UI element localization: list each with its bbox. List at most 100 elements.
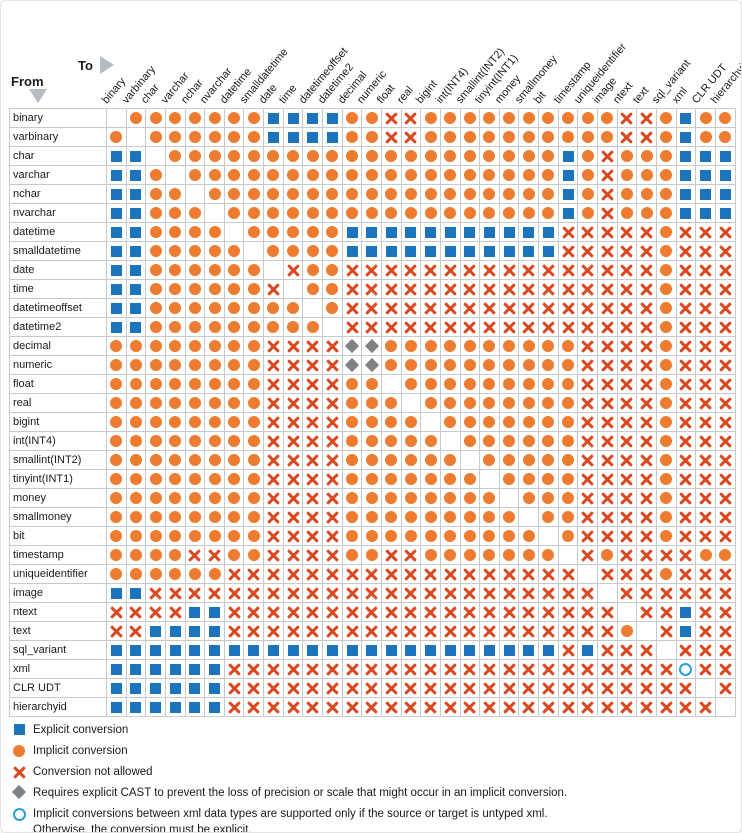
cell-money-to-nchar [185, 489, 206, 508]
cell-int-int4-to-sql-variant [656, 432, 677, 451]
conversion-not-allowed-icon [699, 587, 712, 600]
cell-datetimeoffset-to-real [401, 299, 422, 318]
cell-smalldatetime-to-binary [107, 242, 127, 261]
implicit-conversion-icon [522, 378, 535, 390]
cell-image-to-xml [676, 584, 697, 603]
cell-ntext-to-timestamp [558, 603, 579, 622]
cell-timestamp-to-timestamp [558, 546, 579, 565]
cell-text-to-binary [107, 622, 127, 641]
implicit-conversion-icon [188, 112, 201, 124]
cell-binary-to-hierarchyid [715, 109, 736, 128]
cell-decimal-to-smalldatetime [244, 337, 265, 356]
explicit-conversion-icon [130, 169, 142, 181]
implicit-conversion-icon [660, 112, 673, 124]
cell-money-to-sql-variant [656, 489, 677, 508]
conversion-not-allowed-icon [601, 568, 614, 581]
implicit-conversion-icon [208, 131, 221, 143]
implicit-conversion-icon [424, 511, 437, 523]
cell-date-to-text [637, 261, 657, 280]
cell-datetime-to-smallmoney [519, 223, 540, 242]
conversion-not-allowed-icon [365, 302, 378, 315]
implicit-conversion-icon [149, 492, 162, 504]
implicit-conversion-icon [306, 150, 319, 162]
conversion-not-allowed-icon [699, 625, 712, 638]
conversion-not-allowed-icon [424, 568, 437, 581]
conversion-not-allowed-icon [640, 473, 653, 486]
explicit-conversion-icon [346, 226, 358, 238]
implicit-conversion-icon [601, 131, 614, 143]
row-label-uniqueidentifier: uniqueidentifier [10, 565, 107, 584]
implicit-conversion-icon [660, 416, 673, 428]
cell-datetimeoffset-to-tinyint-int1 [480, 299, 500, 318]
cell-float-to-clr-udt [696, 375, 716, 394]
conversion-not-allowed-icon [581, 511, 594, 524]
cell-smallint-int2-to-sql-variant [656, 451, 677, 470]
implicit-conversion-icon [404, 150, 417, 162]
conversion-not-allowed-icon [326, 511, 339, 524]
implicit-conversion-icon [503, 454, 516, 466]
conversion-not-allowed-icon [620, 245, 633, 258]
conversion-not-allowed-icon [424, 264, 437, 277]
implicit-conversion-icon [365, 378, 378, 390]
implicit-conversion-icon [483, 416, 496, 428]
legend-item-conversion-not-allowed: Conversion not allowed [11, 765, 735, 781]
cell-sql-variant-to-uniqueidentifier [578, 641, 599, 660]
cell-char-to-bigint [421, 147, 441, 166]
cell-text-to-smalldatetime [244, 622, 265, 641]
cell-text-to-varbinary [126, 622, 147, 641]
cell-binary-to-nchar [185, 109, 206, 128]
cell-datetime2-to-decimal [342, 318, 363, 337]
explicit-conversion-icon [110, 587, 122, 599]
conversion-not-allowed-icon [620, 511, 633, 524]
cell-smallmoney-to-smalldatetime [244, 508, 265, 527]
cell-smallint-int2-to-clr-udt [696, 451, 716, 470]
implicit-conversion-icon [699, 112, 712, 124]
conversion-not-allowed-icon [719, 511, 732, 524]
implicit-conversion-icon [267, 150, 280, 162]
conversion-not-allowed-icon [601, 530, 614, 543]
implicit-conversion-icon [247, 492, 260, 504]
cell-nchar-to-uniqueidentifier [578, 185, 599, 204]
row-label-bit: bit [10, 527, 107, 546]
implicit-conversion-icon [110, 435, 123, 447]
cell-image-to-sql-variant [656, 584, 677, 603]
conversion-not-allowed-icon [601, 492, 614, 505]
conversion-not-allowed-icon [679, 454, 692, 467]
cell-sql-variant-to-ntext [617, 641, 638, 660]
cell-text-to-ntext [617, 622, 638, 641]
cell-nchar-to-nvarchar [205, 185, 225, 204]
cell-xml-to-uniqueidentifier [578, 660, 599, 679]
conversion-not-allowed-icon [385, 112, 398, 125]
cell-nvarchar-to-date [264, 204, 284, 223]
cell-smallmoney-to-char [146, 508, 166, 527]
implicit-conversion-icon [129, 511, 142, 523]
cell-real-to-binary [107, 394, 127, 413]
implicit-conversion-icon [208, 473, 221, 485]
implicit-conversion-icon [228, 169, 241, 181]
cell-smalldatetime-to-nchar [185, 242, 206, 261]
conversion-not-allowed-icon [620, 131, 633, 144]
cell-ntext-to-date [264, 603, 284, 622]
matrix-row-xml: xml [10, 660, 736, 679]
cell-money-to-binary [107, 489, 127, 508]
cell-char-to-ntext [617, 147, 638, 166]
legend-item-requires-explicit-cast: Requires explicit CAST to prevent the lo… [11, 784, 735, 802]
cell-smalldatetime-to-datetime [224, 242, 245, 261]
implicit-conversion-icon [503, 397, 516, 409]
conversion-not-allowed-icon [326, 454, 339, 467]
cell-binary-to-float [381, 109, 402, 128]
implicit-conversion-icon [326, 207, 339, 219]
cell-datetimeoffset-to-binary [107, 299, 127, 318]
cell-sql-variant-to-int-int4 [440, 641, 461, 660]
conversion-not-allowed-icon [601, 321, 614, 334]
implicit-conversion-icon [463, 397, 476, 409]
conversion-not-allowed-icon [699, 321, 712, 334]
conversion-not-allowed-icon [699, 359, 712, 372]
cell-uniqueidentifier-to-nvarchar [205, 565, 225, 584]
cell-varbinary-to-binary [107, 128, 127, 147]
implicit-conversion-icon [208, 150, 221, 162]
conversion-not-allowed-icon [640, 378, 653, 391]
matrix-row-char: char [10, 147, 736, 166]
conversion-not-allowed-icon [346, 663, 359, 676]
conversion-not-allowed-icon [287, 397, 300, 410]
